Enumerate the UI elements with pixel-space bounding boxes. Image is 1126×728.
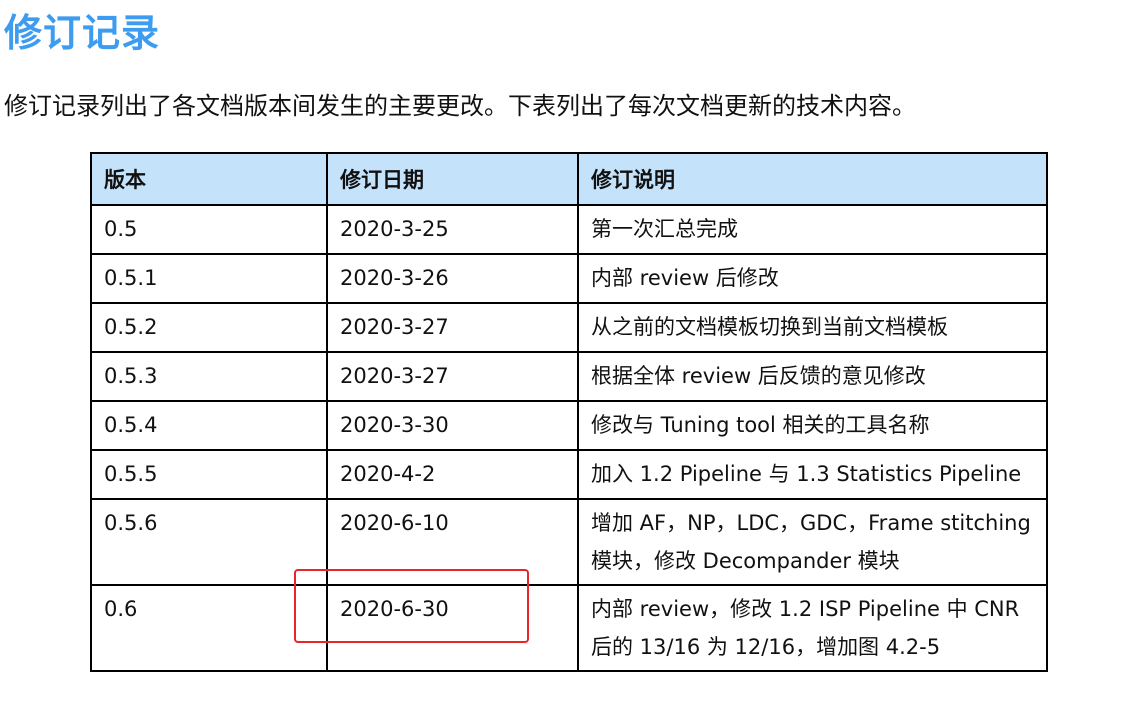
version-cell: 0.5.5	[90, 449, 328, 500]
date-cell: 2020-3-27	[326, 302, 579, 353]
page-title: 修订记录	[4, 11, 161, 55]
version-cell: 0.5.1	[90, 253, 328, 304]
version-cell: 0.6	[90, 584, 328, 672]
table-row: 0.5.1 2020-3-26 内部 review 后修改	[90, 253, 1048, 304]
table-row: 0.5 2020-3-25 第一次汇总完成	[90, 204, 1048, 255]
date-cell: 2020-6-30	[326, 584, 579, 672]
description-cell: 修改与 Tuning tool 相关的工具名称	[577, 400, 1048, 451]
date-cell: 2020-4-2	[326, 449, 579, 500]
table-row: 0.5.4 2020-3-30 修改与 Tuning tool 相关的工具名称	[90, 400, 1048, 451]
date-cell: 2020-6-10	[326, 498, 579, 586]
table-row: 0.5.5 2020-4-2 加入 1.2 Pipeline 与 1.3 Stati…	[90, 449, 1048, 500]
header-date: 修订日期	[326, 152, 579, 206]
description-cell: 从之前的文档模板切换到当前文档模板	[577, 302, 1048, 353]
table-row: 0.5.2 2020-3-27 从之前的文档模板切换到当前文档模板	[90, 302, 1048, 353]
description-cell: 根据全体 review 后反馈的意见修改	[577, 351, 1048, 402]
table-row: 0.5.3 2020-3-27 根据全体 review 后反馈的意见修改	[90, 351, 1048, 402]
description-cell: 内部 review 后修改	[577, 253, 1048, 304]
table-row: 0.5.6 2020-6-10 增加 AF，NP，LDC，GDC，Frame sti…	[90, 498, 1048, 586]
version-cell: 0.5.6	[90, 498, 328, 586]
description-cell: 内部 review，修改 1.2 ISP Pipeline 中 CNR 后的 1…	[577, 584, 1048, 672]
table-header-row: 版本 修订日期 修订说明	[90, 152, 1048, 206]
intro-paragraph: 修订记录列出了各文档版本间发生的主要更改。下表列出了每次文档更新的技术内容。	[4, 92, 916, 120]
table-row: 0.6 2020-6-30 内部 review，修改 1.2 ISP Pipelin…	[90, 584, 1048, 672]
date-cell: 2020-3-25	[326, 204, 579, 255]
description-cell: 第一次汇总完成	[577, 204, 1048, 255]
version-cell: 0.5.2	[90, 302, 328, 353]
description-cell: 加入 1.2 Pipeline 与 1.3 Statistics Pipelin…	[577, 449, 1048, 500]
date-cell: 2020-3-26	[326, 253, 579, 304]
header-description: 修订说明	[577, 152, 1048, 206]
date-cell: 2020-3-27	[326, 351, 579, 402]
description-cell: 增加 AF，NP，LDC，GDC，Frame stitching 模块，修改 D…	[577, 498, 1048, 586]
header-version: 版本	[90, 152, 328, 206]
version-cell: 0.5.4	[90, 400, 328, 451]
version-cell: 0.5	[90, 204, 328, 255]
highlight-box	[294, 569, 529, 643]
revision-table: 版本 修订日期 修订说明 0.5 2020-3-25 第一次汇总完成 0.5.1 202…	[90, 152, 1048, 672]
version-cell: 0.5.3	[90, 351, 328, 402]
date-cell: 2020-3-30	[326, 400, 579, 451]
